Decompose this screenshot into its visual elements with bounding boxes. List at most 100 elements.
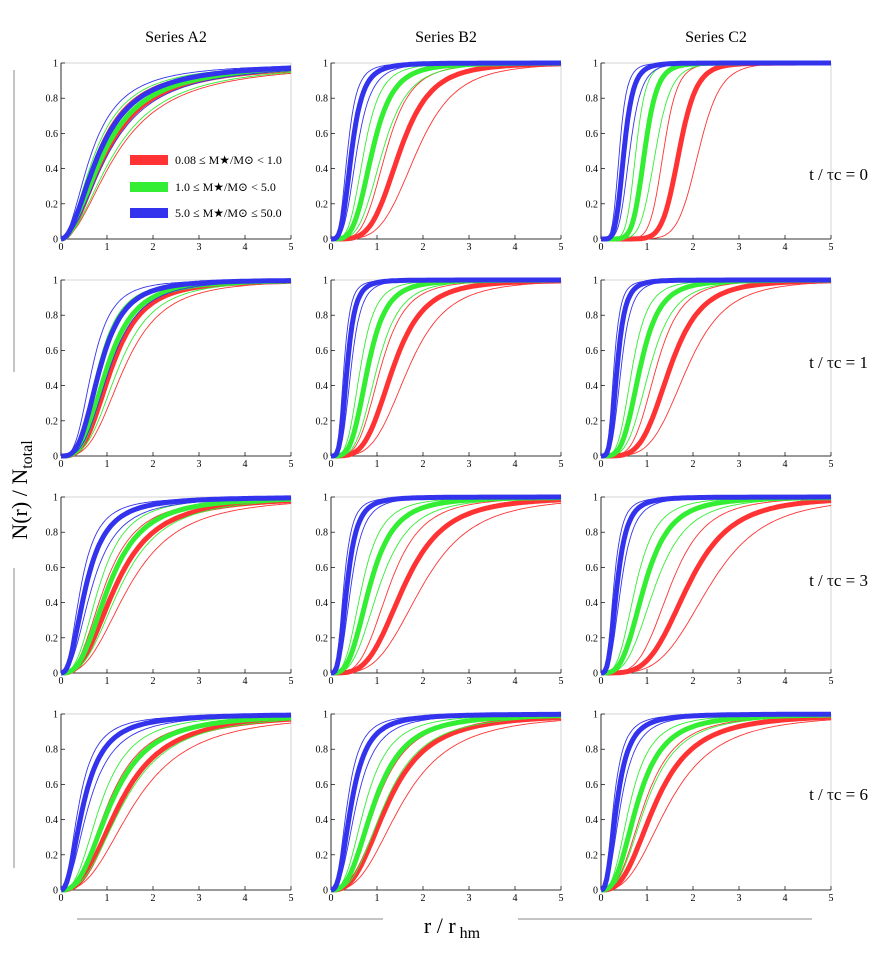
- x-tick-label: 3: [467, 459, 472, 470]
- y-tick-label: 0: [593, 452, 598, 463]
- series-line: [600, 498, 832, 676]
- series-line: [60, 714, 292, 893]
- x-tick-label: 3: [737, 459, 742, 470]
- y-tick-label: 1: [53, 493, 58, 504]
- panel: 0 1 2 3 4 5 0 0.2 0.4 0.6 0.8 1: [586, 710, 834, 905]
- y-tick-label: 0.8: [46, 311, 59, 322]
- x-tick-label: 2: [421, 459, 426, 470]
- x-tick-label: 4: [243, 242, 248, 253]
- panel: 0 1 2 3 4 5 0 0.2 0.4 0.6 0.8 1: [46, 710, 294, 905]
- x-tick-label: 2: [421, 676, 426, 687]
- y-tick-label: 0.2: [586, 416, 599, 427]
- series-line: [600, 277, 832, 459]
- legend-entry: 1.0 ≤ M★/M⊙ < 5.0: [175, 180, 276, 194]
- x-tick-label: 0: [329, 459, 334, 470]
- row-labels: t / τc = 0 t / τc = 1 t / τc = 3 t / τc = 6: [809, 165, 868, 804]
- x-tick-label: 0: [329, 676, 334, 687]
- y-tick-label: 0.2: [316, 416, 329, 427]
- y-tick-label: 0.4: [316, 381, 329, 392]
- x-tick-label: 2: [691, 676, 696, 687]
- x-tick-label: 1: [375, 893, 380, 904]
- y-tick-label: 1: [323, 710, 328, 721]
- series-line: [601, 279, 831, 457]
- x-tick-label: 3: [467, 242, 472, 253]
- y-tick-label: 0.8: [586, 745, 599, 756]
- x-tick-label: 4: [243, 893, 248, 904]
- legend: 0.08 ≤ M★/M⊙ < 1.0 1.0 ≤ M★/M⊙ < 5.0 5.0 ≤…: [130, 153, 282, 220]
- y-tick-label: 0.2: [46, 416, 59, 427]
- y-tick-label: 0: [53, 452, 58, 463]
- series-line: [601, 279, 831, 457]
- x-tick-label: 3: [197, 893, 202, 904]
- x-tick-label: 2: [421, 242, 426, 253]
- panel: 0 1 2 3 4 5 0 0.2 0.4 0.6 0.8 1: [46, 493, 294, 688]
- y-tick-label: 0: [53, 886, 58, 897]
- x-tick-label: 5: [289, 893, 294, 904]
- x-tick-label: 0: [599, 242, 604, 253]
- y-tick-label: 0.6: [586, 346, 599, 357]
- series-line: [61, 280, 291, 457]
- series-line: [60, 70, 292, 240]
- x-tick-label: 3: [197, 459, 202, 470]
- panel: 0 1 2 3 4 5 0 0.2 0.4 0.6 0.8 1: [316, 710, 564, 905]
- row-label: t / τc = 6: [809, 785, 868, 804]
- y-tick-label: 0.6: [316, 563, 329, 574]
- y-tick-label: 0.4: [316, 598, 329, 609]
- x-tick-label: 5: [289, 459, 294, 470]
- series-line: [60, 72, 292, 240]
- series-line: [330, 494, 562, 676]
- legend-swatch: [130, 155, 168, 165]
- series-line: [60, 278, 292, 459]
- x-tick-label: 0: [599, 676, 604, 687]
- series-line: [60, 712, 292, 893]
- x-tick-label: 5: [559, 676, 564, 687]
- y-tick-label: 1: [593, 493, 598, 504]
- y-tick-label: 0: [323, 235, 328, 246]
- y-tick-label: 0.6: [316, 129, 329, 140]
- y-tick-label: 0.2: [46, 850, 59, 861]
- x-tick-label: 0: [59, 676, 64, 687]
- x-tick-label: 1: [105, 459, 110, 470]
- y-tick-label: 0.2: [586, 633, 599, 644]
- series-line: [600, 278, 832, 459]
- x-tick-label: 4: [783, 893, 788, 904]
- y-tick-label: 0: [53, 235, 58, 246]
- y-tick-label: 1: [593, 710, 598, 721]
- y-tick-label: 0.2: [316, 850, 329, 861]
- series-line: [600, 277, 832, 459]
- legend-swatch: [130, 182, 168, 192]
- series-line: [60, 497, 291, 674]
- x-tick-label: 2: [151, 893, 156, 904]
- y-tick-label: 0: [323, 669, 328, 680]
- panel: 0 1 2 3 4 5 0 0.2 0.4 0.6 0.8 1: [316, 493, 564, 688]
- series-line: [61, 503, 292, 674]
- series-line: [601, 279, 831, 457]
- column-title: Series C2: [685, 29, 747, 46]
- x-tick-label: 5: [289, 242, 294, 253]
- x-tick-label: 1: [645, 242, 650, 253]
- y-tick-label: 0.2: [586, 199, 599, 210]
- x-tick-label: 4: [243, 676, 248, 687]
- panel: 0 1 2 3 4 5 0 0.2 0.4 0.6 0.8 1: [586, 493, 834, 688]
- x-tick-label: 1: [105, 893, 110, 904]
- x-tick-label: 4: [783, 242, 788, 253]
- series-line: [330, 715, 562, 893]
- series-line: [60, 278, 292, 459]
- series-line: [61, 281, 291, 457]
- series-line: [61, 497, 291, 674]
- y-tick-label: 0.6: [46, 346, 59, 357]
- y-tick-label: 0.2: [586, 850, 599, 861]
- panel-frame: [600, 279, 832, 457]
- y-tick-label: 1: [593, 59, 598, 70]
- series-line: [60, 495, 292, 676]
- x-tick-label: 3: [467, 676, 472, 687]
- y-tick-label: 0.8: [46, 528, 59, 539]
- series-line: [60, 498, 291, 674]
- y-tick-label: 0.8: [316, 745, 329, 756]
- x-tick-label: 5: [289, 676, 294, 687]
- x-tick-label: 5: [559, 893, 564, 904]
- x-tick-label: 4: [513, 242, 518, 253]
- y-axis-label: N(r) / Ntotal: [7, 440, 36, 540]
- y-tick-label: 0.4: [316, 164, 329, 175]
- y-tick-label: 0.6: [586, 780, 599, 791]
